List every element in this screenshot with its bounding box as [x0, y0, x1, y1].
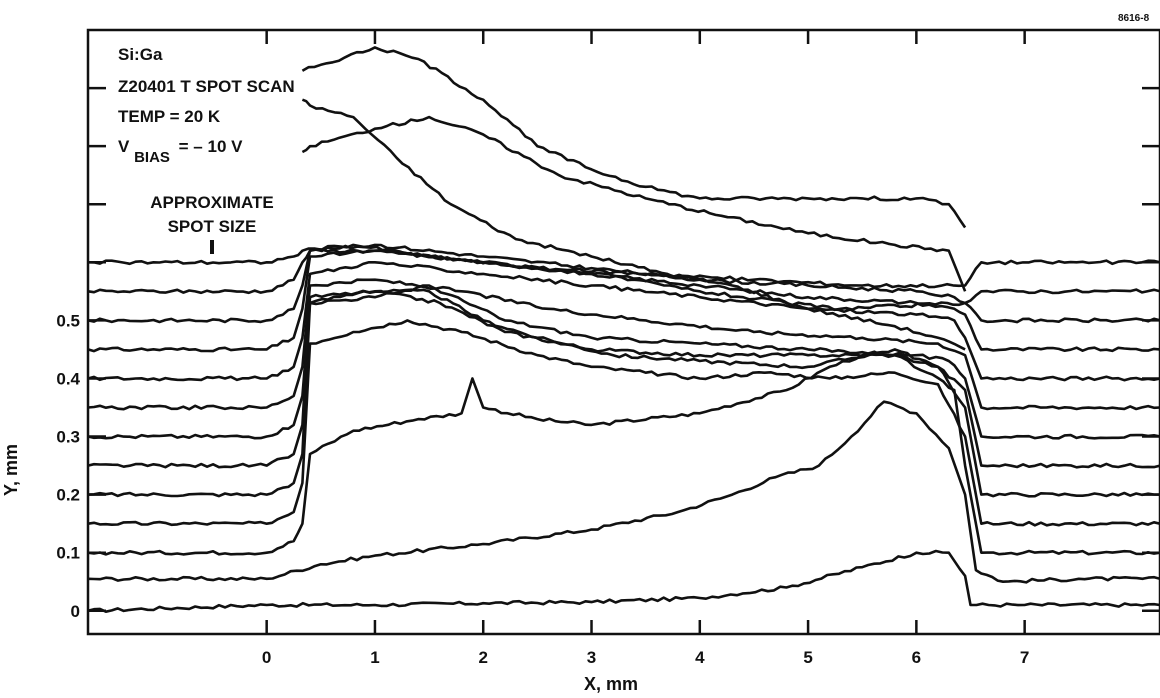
scan-line-7	[87, 284, 1160, 440]
y-tick-label-4: 0.4	[56, 369, 80, 388]
scan-line-16	[301, 46, 967, 229]
x-tick-label-7: 7	[1020, 648, 1029, 667]
scan-line-1	[87, 549, 1160, 613]
y-tick-label-0: 0	[71, 602, 80, 621]
scan-line-3	[87, 352, 1160, 556]
scan-line-5	[87, 288, 1160, 498]
y-tick-label-2: 0.2	[56, 486, 80, 505]
scan-line-9	[87, 261, 1160, 382]
vbias-subscript: BIAS	[134, 149, 170, 166]
scan-line-2	[87, 400, 1160, 584]
figure-id: 8616-8	[1118, 13, 1150, 24]
spot-size-marker	[210, 240, 214, 254]
x-tick-label-0: 0	[262, 648, 271, 667]
vbias-label: V BIAS = – 10 V	[118, 137, 243, 166]
x-tick-labels: 0 1 2 3 4 5 6 7	[262, 648, 1029, 667]
vbias-main: V	[118, 137, 130, 156]
x-axis-title: X, mm	[584, 674, 638, 694]
scan-line-12	[87, 247, 1160, 312]
annotation-block: Si:Ga Z20401 T SPOT SCAN TEMP = 20 K V B…	[118, 45, 295, 254]
scan-line-14	[301, 115, 967, 292]
x-tick-label-5: 5	[803, 648, 812, 667]
x-tick-label-4: 4	[695, 648, 705, 667]
scan-line-13	[87, 243, 1160, 289]
series-group	[87, 46, 1160, 613]
y-tick-label-1: 0.1	[56, 544, 80, 563]
spot-size-label-line2: SPOT SIZE	[168, 217, 257, 236]
scan-line-8	[87, 278, 1160, 411]
x-tick-label-3: 3	[587, 648, 596, 667]
x-tick-label-6: 6	[912, 648, 921, 667]
scan-label: Z20401 T SPOT SCAN	[118, 77, 295, 96]
plot-frame	[86, 28, 1160, 636]
y-tick-label-3: 0.3	[56, 428, 80, 447]
temp-label: TEMP = 20 K	[118, 107, 221, 126]
vbias-value: = – 10 V	[179, 137, 243, 156]
scan-line-6	[87, 289, 1160, 469]
scan-line-4	[87, 319, 1160, 527]
spot-size-label-line1: APPROXIMATE	[150, 193, 273, 212]
scan-line-11	[87, 243, 1160, 324]
y-tick-labels: 0 0.1 0.2 0.3 0.4 0.5	[56, 311, 80, 620]
y-tick-label-5: 0.5	[56, 311, 80, 330]
x-tick-label-1: 1	[370, 648, 379, 667]
scan-line-15	[301, 98, 966, 351]
material-label: Si:Ga	[118, 45, 163, 64]
x-tick-label-2: 2	[478, 648, 487, 667]
tick-marks	[88, 30, 1160, 634]
y-axis-title: Y, mm	[1, 444, 21, 496]
